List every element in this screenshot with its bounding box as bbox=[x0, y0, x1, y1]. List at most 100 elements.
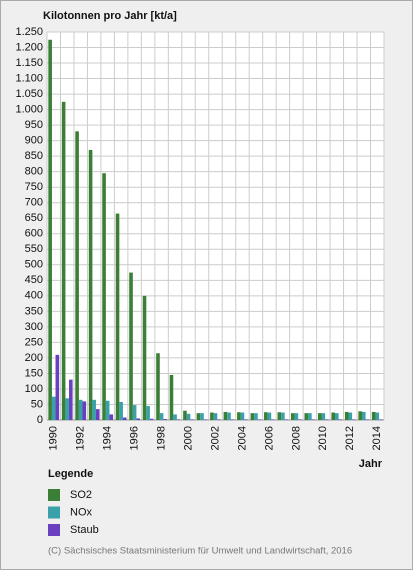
bar bbox=[379, 419, 383, 420]
y-tick-label: 750 bbox=[25, 181, 43, 193]
bar bbox=[75, 131, 79, 420]
y-tick-label: 650 bbox=[25, 212, 43, 224]
bar bbox=[352, 419, 356, 420]
chart-title: Kilotonnen pro Jahr [kt/a] bbox=[43, 10, 177, 22]
legend-swatch bbox=[48, 489, 60, 501]
bar bbox=[190, 419, 194, 420]
bar bbox=[136, 418, 141, 420]
y-tick-label: 1.150 bbox=[15, 57, 43, 69]
bar bbox=[223, 411, 228, 420]
bar bbox=[163, 419, 167, 420]
x-tick-label: 2010 bbox=[317, 426, 329, 450]
bar bbox=[82, 401, 87, 420]
bar bbox=[119, 401, 123, 420]
x-tick-label: 2008 bbox=[290, 426, 302, 450]
bar bbox=[237, 412, 241, 420]
bar bbox=[348, 412, 353, 420]
y-tick-label: 1.100 bbox=[15, 72, 43, 84]
y-tick-label: 450 bbox=[25, 274, 43, 286]
y-tick-label: 500 bbox=[25, 259, 43, 271]
legend-swatch bbox=[48, 506, 60, 519]
bar bbox=[281, 412, 285, 420]
bar bbox=[331, 412, 336, 420]
x-tick-label: 1992 bbox=[75, 426, 87, 450]
bar bbox=[149, 418, 154, 420]
bar bbox=[325, 419, 329, 420]
y-tick-label: 0 bbox=[37, 414, 43, 426]
bar bbox=[264, 412, 268, 420]
bar bbox=[294, 413, 299, 420]
bar bbox=[105, 400, 110, 420]
x-tick-label: 2002 bbox=[209, 426, 221, 450]
bar bbox=[298, 419, 302, 420]
y-tick-label: 1.250 bbox=[15, 26, 43, 38]
bar bbox=[321, 413, 326, 420]
bar bbox=[335, 413, 339, 420]
y-tick-label: 1.050 bbox=[15, 88, 43, 100]
x-tick-label: 1998 bbox=[155, 426, 167, 450]
bar bbox=[365, 419, 370, 420]
bar bbox=[277, 412, 282, 420]
bar bbox=[200, 413, 204, 420]
y-tick-label: 50 bbox=[31, 398, 43, 410]
bar bbox=[132, 405, 137, 420]
y-tick-label: 700 bbox=[25, 197, 43, 209]
legend-label: NOx bbox=[70, 506, 93, 518]
bar bbox=[109, 414, 114, 420]
bar bbox=[338, 419, 343, 420]
y-tick-label: 250 bbox=[25, 336, 43, 348]
bar bbox=[92, 399, 96, 420]
bar bbox=[250, 413, 255, 420]
bar bbox=[115, 213, 120, 420]
y-tick-label: 550 bbox=[25, 243, 43, 255]
bar bbox=[156, 353, 160, 420]
bar bbox=[358, 411, 362, 420]
bar bbox=[375, 412, 380, 420]
y-tick-label: 1.200 bbox=[15, 41, 43, 53]
y-tick-label: 950 bbox=[25, 119, 43, 131]
bar bbox=[176, 419, 181, 420]
bar bbox=[230, 419, 235, 420]
y-tick-label: 300 bbox=[25, 321, 43, 333]
bar bbox=[213, 413, 218, 420]
bar bbox=[227, 412, 231, 420]
x-tick-label: 2012 bbox=[344, 426, 356, 450]
bar bbox=[240, 412, 245, 420]
bar bbox=[142, 295, 147, 420]
bar bbox=[51, 396, 56, 420]
footnote: (C) Sächsisches Staatsministerium für Um… bbox=[48, 546, 352, 557]
bar bbox=[186, 413, 191, 420]
y-tick-label: 1.000 bbox=[15, 104, 43, 116]
bar bbox=[344, 411, 349, 420]
bar bbox=[122, 417, 127, 420]
bar bbox=[169, 374, 174, 420]
y-tick-label: 600 bbox=[25, 228, 43, 240]
bar bbox=[95, 409, 100, 420]
bar bbox=[129, 272, 133, 420]
x-axis-label: Jahr bbox=[359, 458, 383, 470]
bar bbox=[78, 399, 83, 420]
bar bbox=[173, 414, 177, 420]
bar bbox=[183, 410, 187, 420]
bar bbox=[48, 39, 52, 420]
bar bbox=[217, 419, 221, 420]
bar bbox=[210, 412, 214, 420]
x-tick-label: 1996 bbox=[129, 426, 141, 450]
legend-label: SO2 bbox=[70, 489, 92, 501]
y-tick-label: 900 bbox=[25, 135, 43, 147]
plot-area bbox=[47, 32, 384, 420]
bar bbox=[244, 419, 248, 420]
bar bbox=[61, 101, 66, 420]
bar bbox=[257, 419, 262, 420]
bar bbox=[290, 413, 295, 420]
x-tick-label: 1994 bbox=[102, 426, 114, 450]
y-tick-label: 800 bbox=[25, 166, 43, 178]
y-tick-label: 200 bbox=[25, 352, 43, 364]
bar bbox=[311, 419, 316, 420]
bar bbox=[371, 411, 376, 420]
legend-title: Legende bbox=[48, 468, 93, 480]
y-tick-label: 150 bbox=[25, 367, 43, 379]
x-tick-label: 1990 bbox=[48, 426, 60, 450]
